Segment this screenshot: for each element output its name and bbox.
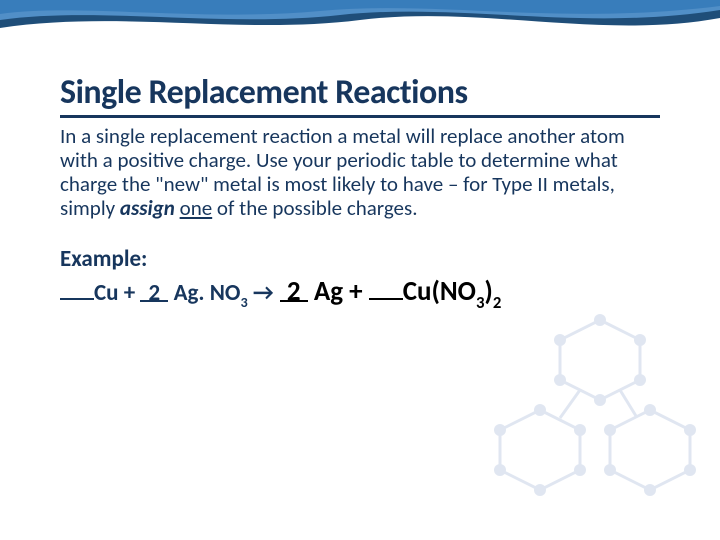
paragraph-part2: of the possible charges.: [212, 195, 417, 221]
reactant-agno3: Ag. NO: [174, 279, 241, 307]
example-label: Example:: [60, 245, 660, 273]
paragraph-assign-word: assign: [120, 195, 175, 221]
subscript-3a: 3: [240, 293, 247, 311]
paragraph-one-word: one: [180, 195, 213, 221]
equation-right-side: 2 Ag + Cu(NO3)2: [280, 273, 502, 311]
coefficient-2a: 2: [140, 279, 168, 302]
slide-content: Single Replacement Reactions In a single…: [0, 0, 720, 331]
slide-body-paragraph: In a single replacement reaction a metal…: [60, 124, 660, 221]
reaction-arrow: →: [248, 279, 274, 307]
product-ag: Ag: [314, 275, 343, 308]
reactant-cu: Cu: [94, 279, 119, 307]
equation-left-side: Cu + 2 Ag. NO3 →: [60, 277, 274, 310]
plus-1: +: [119, 279, 141, 307]
product-close-paren: ): [484, 275, 492, 308]
subscript-2: 2: [493, 293, 501, 313]
subscript-3b: 3: [476, 293, 484, 313]
coefficient-2b: 2: [280, 275, 308, 302]
blank-coefficient-3: [369, 273, 403, 300]
product-cuno3: Cu(NO: [403, 275, 476, 308]
chemical-equation: Cu + 2 Ag. NO3 → 2 Ag + Cu(NO3)2: [60, 273, 660, 311]
slide-title: Single Replacement Reactions: [60, 72, 660, 118]
blank-coefficient-1: [60, 277, 94, 300]
plus-2: +: [343, 275, 369, 308]
